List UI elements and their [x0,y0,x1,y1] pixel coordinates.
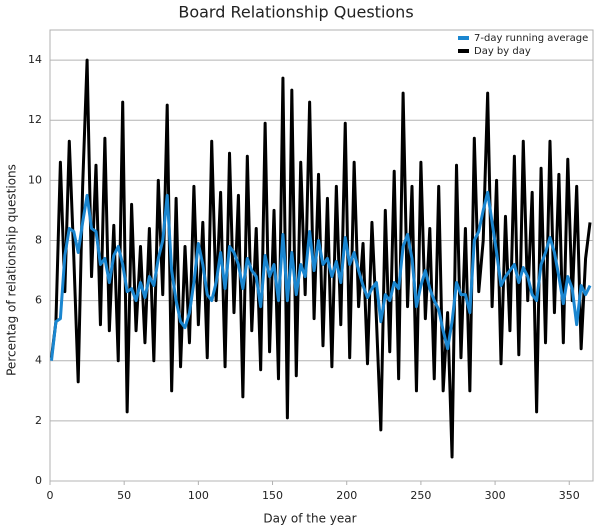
x-tick-label: 0 [47,489,54,502]
y-tick-label: 2 [35,414,42,427]
x-tick-label: 150 [262,489,283,502]
y-tick-label: 14 [28,53,42,66]
y-axis-label: Percentag of relationship questions [5,164,19,376]
y-tick-label: 4 [35,354,42,367]
y-tick-label: 10 [28,173,42,186]
legend-label: 7-day running average [474,33,588,44]
y-tick-label: 6 [35,294,42,307]
legend-label: Day by day [474,46,531,57]
x-tick-label: 50 [117,489,131,502]
x-tick-label: 100 [188,489,209,502]
x-tick-label: 300 [485,489,506,502]
x-tick-label: 250 [410,489,431,502]
x-axis-label: Day of the year [263,512,356,526]
y-tick-label: 12 [28,113,42,126]
data-line [49,190,592,361]
y-tick-label: 8 [35,233,42,246]
x-tick-label: 200 [336,489,357,502]
chart-title: Board Relationship Questions [178,3,413,22]
y-tick-label: 0 [35,474,42,487]
x-tick-label: 350 [559,489,580,502]
